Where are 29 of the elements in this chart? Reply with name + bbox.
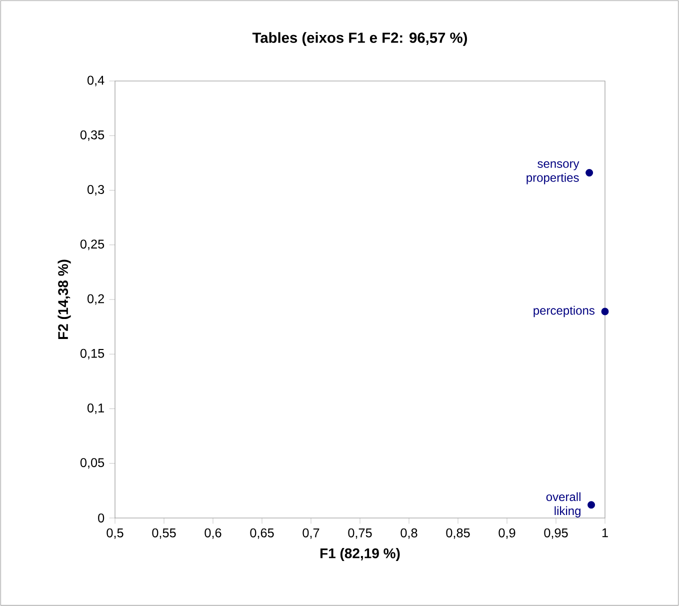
x-tick-label: 0,75 <box>348 528 372 539</box>
y-tick-label: 0,4 <box>87 76 104 86</box>
y-tick-label: 0,35 <box>80 130 104 141</box>
x-tick-label: 0,65 <box>250 528 274 539</box>
x-axis-title: F1 (82,19 %) <box>320 548 400 562</box>
x-tick-label: 0,9 <box>498 528 516 539</box>
x-tick-label: 0,95 <box>544 528 568 539</box>
x-tick-label: 0,55 <box>152 528 176 539</box>
point <box>588 501 596 509</box>
y-tick-label: 0 <box>98 514 104 522</box>
y-tick-label: 0,1 <box>87 404 104 414</box>
y-tick-label: 0,15 <box>80 348 104 360</box>
x-tick-label: 0,7 <box>302 528 320 539</box>
x-tick-label: 0,8 <box>400 528 418 539</box>
y-axis-title: F2 (14,38 %) <box>58 260 71 340</box>
x-tick-label: 1 <box>602 528 608 538</box>
annotation: perceptions <box>534 306 594 318</box>
annotation: sensory properties <box>526 161 580 184</box>
point <box>601 308 609 316</box>
x-tick-label: 0,85 <box>446 528 470 539</box>
y-tick-label: 0,05 <box>80 458 104 469</box>
point <box>586 169 594 176</box>
y-tick-label: 0,25 <box>80 240 104 250</box>
x-tick-label: 0,6 <box>204 528 222 539</box>
x-tick-label: 0,5 <box>106 528 124 539</box>
y-tick-label: 0,3 <box>87 185 104 196</box>
y-tick-label: 0,2 <box>87 294 104 305</box>
annotation: overall liking <box>546 492 580 518</box>
chart-title: Tables (eixos F1 e F2: 96,57 %) <box>252 32 467 46</box>
